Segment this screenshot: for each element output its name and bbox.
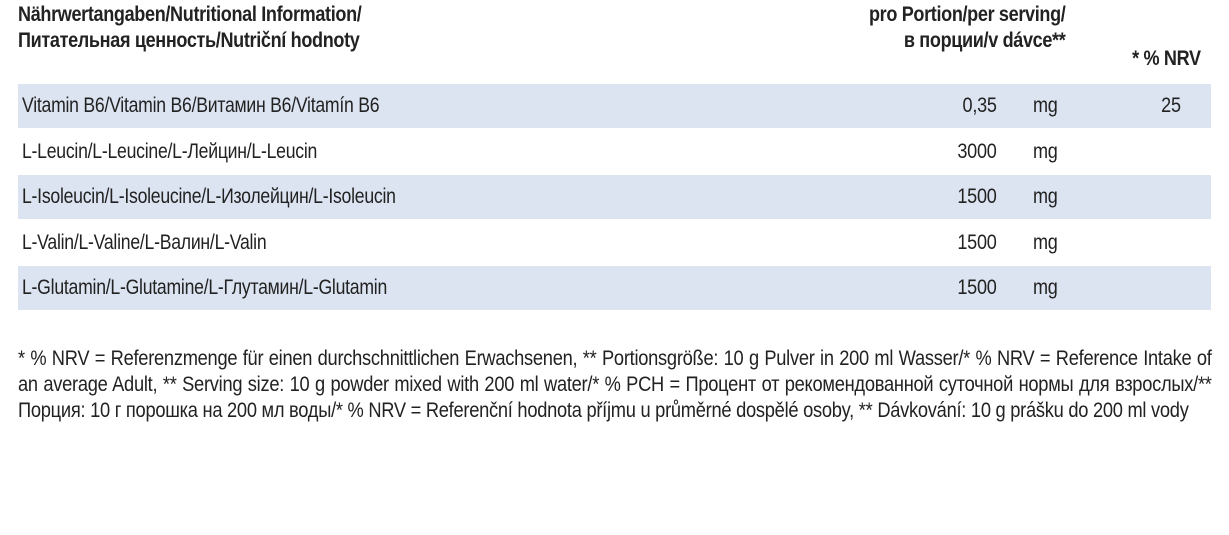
table-row: L-Valin/L-Valine/L-Валин/L-Valin 1500 mg [18,219,1211,266]
header-serving-line1: pro Portion/per serving/ [868,3,1066,26]
nutrient-name: Vitamin B6/Vitamin B6/Витамин B6/Vitamín… [22,94,380,117]
table-header: Nährwertangaben/Nutritional Information/… [0,0,1229,82]
header-nrv: * % NRV [1132,47,1201,70]
nutrient-unit: mg [1033,185,1058,208]
nutrient-unit: mg [1033,140,1058,163]
table-row: Vitamin B6/Vitamin B6/Витамин B6/Vitamín… [18,84,1211,128]
nutrition-table: Vitamin B6/Vitamin B6/Витамин B6/Vitamín… [18,84,1211,310]
nutrient-unit: mg [1033,94,1058,117]
nutrient-unit: mg [1033,276,1058,299]
nutrient-nrv: 25 [1161,94,1181,117]
nutrient-name: L-Leucin/L-Leucine/L-Лейцин/L-Leucin [22,140,318,163]
table-row: L-Glutamin/L-Glutamine/L-Глутамин/L-Glut… [18,266,1211,310]
footnote: * % NRV = Referenzmenge für einen durchs… [18,347,1212,422]
header-serving-line2: в порции/v dávce** [903,29,1065,52]
nutrient-amount: 3000 [957,140,997,163]
nutrient-name: L-Isoleucin/L-Isoleucine/L-Изолейцин/L-I… [22,185,396,208]
table-row: L-Leucin/L-Leucine/L-Лейцин/L-Leucin 300… [18,128,1211,175]
header-title-line1: Nährwertangaben/Nutritional Information/ [18,3,362,26]
nutrient-name: L-Glutamin/L-Glutamine/L-Глутамин/L-Glut… [22,276,388,299]
nutrient-name: L-Valin/L-Valine/L-Валин/L-Valin [22,231,267,254]
table-row: L-Isoleucin/L-Isoleucine/L-Изолейцин/L-I… [18,175,1211,219]
nutrient-amount: 0,35 [962,94,997,117]
nutrient-amount: 1500 [957,231,997,254]
header-serving: pro Portion/per serving/ в порции/v dávc… [869,3,1066,54]
nutrient-amount: 1500 [957,276,997,299]
header-title-line2: Питательная ценность/Nutriční hodnoty [18,29,360,52]
header-title: Nährwertangaben/Nutritional Information/… [18,3,362,54]
nutrient-unit: mg [1033,231,1058,254]
nutrient-amount: 1500 [957,185,997,208]
